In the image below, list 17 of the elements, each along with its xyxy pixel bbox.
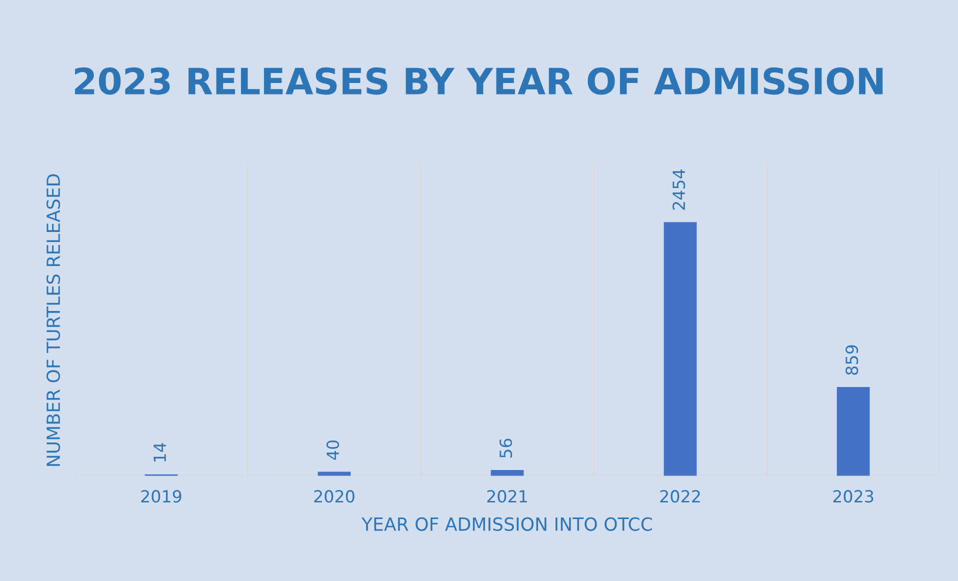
data-label: 40	[326, 440, 340, 460]
data-label: 56	[499, 438, 512, 458]
x-tick-label: 2022	[660, 490, 700, 503]
data-label: 14	[154, 443, 166, 462]
bar	[318, 472, 351, 476]
x-tick-label: 2023	[833, 490, 874, 503]
x-axis-title: YEAR OF ADMISSION INTO OTCC	[361, 517, 652, 531]
x-tick-label: 2019	[141, 490, 182, 503]
bar	[836, 387, 870, 476]
data-label: 859	[846, 345, 858, 375]
x-tick-label: 2021	[487, 490, 527, 503]
chart-title: 2023 RELEASES BY YEAR OF ADMISSION	[74, 67, 883, 95]
bar	[664, 222, 697, 476]
data-label: 2454	[672, 170, 686, 210]
x-tick-label: 2020	[314, 490, 354, 503]
y-axis-title: NUMBER OF TURTLES RELEASED	[46, 174, 60, 466]
bar	[490, 470, 524, 476]
